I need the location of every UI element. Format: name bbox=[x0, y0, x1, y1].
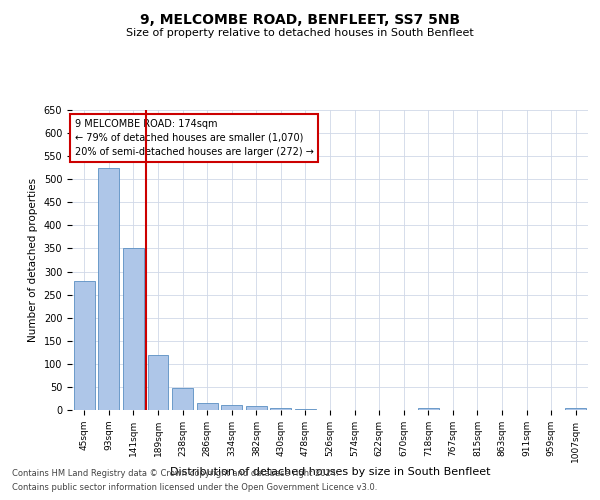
Bar bbox=[123, 248, 144, 410]
Bar bbox=[98, 168, 119, 410]
X-axis label: Distribution of detached houses by size in South Benfleet: Distribution of detached houses by size … bbox=[170, 468, 490, 477]
Bar bbox=[246, 406, 267, 410]
Bar bbox=[148, 354, 169, 410]
Bar bbox=[418, 408, 439, 410]
Bar bbox=[271, 408, 292, 410]
Bar bbox=[221, 406, 242, 410]
Bar bbox=[295, 409, 316, 410]
Text: Size of property relative to detached houses in South Benfleet: Size of property relative to detached ho… bbox=[126, 28, 474, 38]
Bar bbox=[74, 281, 95, 410]
Text: Contains HM Land Registry data © Crown copyright and database right 2024.: Contains HM Land Registry data © Crown c… bbox=[12, 468, 338, 477]
Bar bbox=[197, 402, 218, 410]
Text: 9, MELCOMBE ROAD, BENFLEET, SS7 5NB: 9, MELCOMBE ROAD, BENFLEET, SS7 5NB bbox=[140, 12, 460, 26]
Bar bbox=[172, 388, 193, 410]
Text: 9 MELCOMBE ROAD: 174sqm
← 79% of detached houses are smaller (1,070)
20% of semi: 9 MELCOMBE ROAD: 174sqm ← 79% of detache… bbox=[74, 119, 313, 157]
Y-axis label: Number of detached properties: Number of detached properties bbox=[28, 178, 38, 342]
Text: Contains public sector information licensed under the Open Government Licence v3: Contains public sector information licen… bbox=[12, 484, 377, 492]
Bar bbox=[565, 408, 586, 410]
